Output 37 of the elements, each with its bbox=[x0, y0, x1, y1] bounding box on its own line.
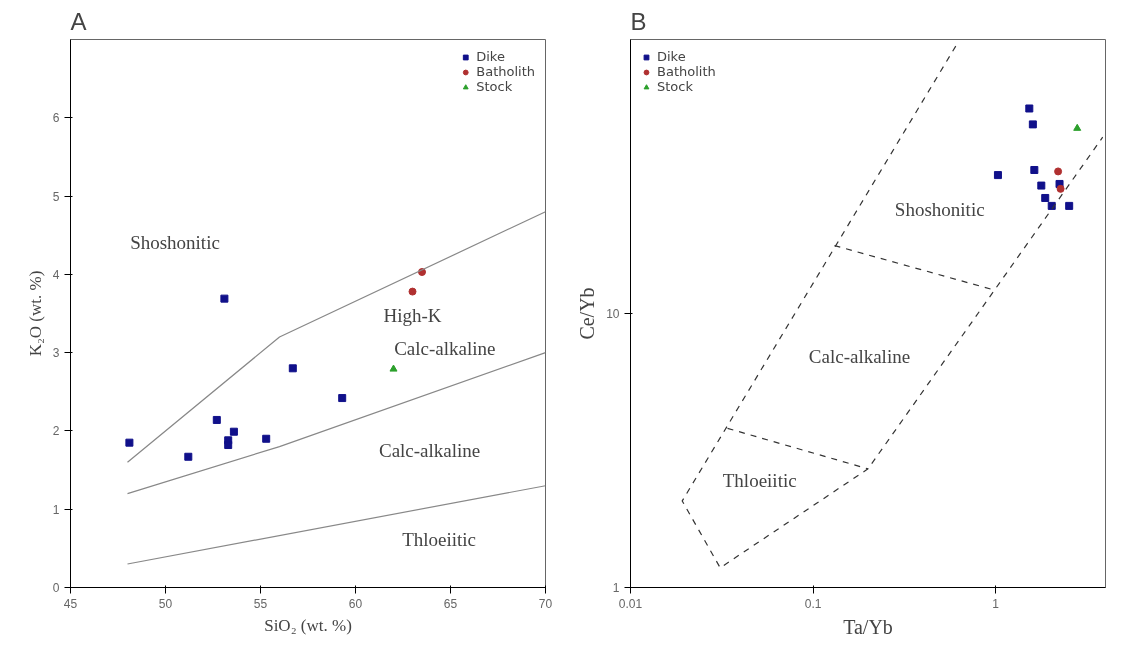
y-tick-label: 10 bbox=[606, 307, 620, 321]
annotation: Thloeiitic bbox=[402, 529, 477, 551]
annotation: Thloeiitic bbox=[722, 470, 797, 492]
y-tick-label: 0 bbox=[52, 581, 60, 595]
annotation: Calc-alkaline bbox=[394, 338, 496, 360]
annotation: Calc-alkaline bbox=[378, 440, 481, 461]
y-tick-label: 2 bbox=[52, 424, 60, 439]
annotation: Shoshonitic bbox=[130, 232, 220, 254]
y-tick-label: 5 bbox=[52, 189, 60, 204]
legend-label: Dike bbox=[476, 49, 505, 64]
y-tick-label: 3 bbox=[52, 346, 60, 361]
x-tick-label: 70 bbox=[538, 596, 553, 611]
chart-title: A bbox=[70, 7, 87, 35]
legend-label: Batholith bbox=[657, 64, 716, 79]
legend-label: Dike bbox=[657, 49, 686, 64]
annotation: Shoshonitic bbox=[894, 198, 985, 220]
legend-label: Stock bbox=[476, 79, 513, 94]
annotation: Calc-alkaline bbox=[808, 345, 911, 367]
x-tick-label: 1 bbox=[992, 596, 1000, 611]
x-axis-title: SiO₂ (wt. %) bbox=[264, 615, 352, 635]
chart-title: B bbox=[630, 7, 647, 35]
legend-label: Stock bbox=[657, 79, 693, 94]
x-tick-label: 0.01 bbox=[618, 596, 643, 611]
y-axis-title: K₂O (wt. %) bbox=[25, 270, 45, 357]
x-axis-title: Ta/Yb bbox=[843, 615, 893, 638]
x-tick-label: 55 bbox=[253, 596, 268, 611]
annotation: High-K bbox=[383, 304, 442, 326]
y-axis-title: Ce/Yb bbox=[576, 287, 599, 340]
x-tick-label: 0.1 bbox=[804, 596, 822, 611]
y-tick-label: 6 bbox=[52, 111, 60, 126]
x-tick-label: 45 bbox=[63, 596, 78, 611]
y-tick-label: 4 bbox=[52, 267, 60, 282]
y-tick-label: 1 bbox=[52, 502, 60, 517]
x-tick-label: 50 bbox=[158, 596, 173, 611]
legend-label: Batholith bbox=[476, 64, 535, 79]
x-tick-label: 60 bbox=[348, 596, 363, 611]
x-tick-label: 65 bbox=[443, 596, 458, 611]
